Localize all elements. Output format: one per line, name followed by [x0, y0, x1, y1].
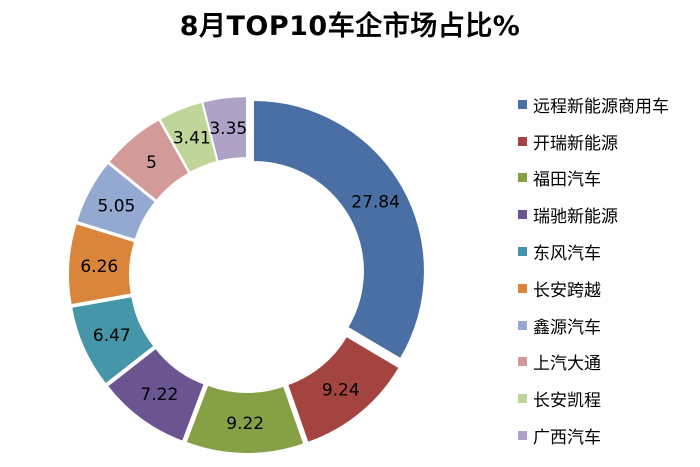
donut-slice — [69, 224, 134, 304]
legend-label: 长安跨越 — [533, 280, 601, 301]
legend-label: 东风汽车 — [533, 244, 601, 265]
slice-data-label: 9.22 — [226, 414, 264, 434]
legend-label: 远程新能源商用车 — [533, 96, 669, 117]
slice-data-label: 5 — [146, 153, 157, 173]
legend-item: 上汽大通 — [518, 344, 698, 381]
legend-item: 长安跨越 — [518, 270, 698, 307]
chart-legend: 远程新能源商用车 开瑞新能源福田汽车瑞驰新能源东风汽车长安跨越鑫源汽车上汽大通长安… — [518, 86, 698, 454]
slice-data-label: 3.35 — [209, 119, 247, 139]
donut-slice — [77, 164, 155, 239]
slice-data-label: 3.41 — [173, 129, 211, 149]
donut-slice — [108, 349, 204, 441]
legend-label: 上汽大通 — [533, 354, 601, 375]
legend-item: 鑫源汽车 — [518, 307, 698, 344]
legend-swatch — [518, 283, 527, 293]
legend-swatch — [518, 99, 527, 109]
donut-slice — [203, 97, 246, 161]
legend-swatch — [518, 173, 527, 183]
legend-swatch — [518, 394, 527, 404]
legend-label: 广西汽车 — [533, 428, 601, 449]
chart-title: 8月TOP10车企市场占比% — [179, 11, 521, 42]
legend-label: 鑫源汽车 — [533, 317, 601, 338]
legend-item: 广西汽车 — [518, 417, 698, 454]
legend-swatch — [518, 320, 527, 330]
legend-label: 福田汽车 — [533, 170, 601, 191]
slice-data-label: 27.84 — [351, 193, 400, 213]
slice-data-label: 6.47 — [93, 326, 131, 346]
donut-slice — [253, 101, 424, 358]
legend-item: 瑞驰新能源 — [518, 196, 698, 233]
donut-slice — [72, 297, 154, 383]
legend-swatch — [518, 431, 527, 441]
legend-label: 开瑞新能源 — [533, 133, 618, 154]
legend-label: 瑞驰新能源 — [533, 207, 618, 228]
donut-slice — [288, 337, 399, 442]
slice-data-label: 5.05 — [97, 196, 135, 216]
donut-slice — [186, 385, 304, 453]
donut-slice — [160, 103, 217, 172]
slice-data-label: 9.24 — [322, 381, 360, 401]
legend-swatch — [518, 247, 527, 257]
slice-data-label: 7.22 — [140, 385, 178, 405]
legend-item: 东风汽车 — [518, 233, 698, 270]
legend-item: 开瑞新能源 — [518, 123, 698, 160]
legend-swatch — [518, 210, 527, 220]
legend-item: 长安凯程 — [518, 380, 698, 417]
legend-item: 远程新能源商用车 — [518, 86, 698, 123]
legend-swatch — [518, 136, 527, 146]
legend-swatch — [518, 357, 527, 367]
legend-label: 长安凯程 — [533, 391, 601, 412]
legend-item: 福田汽车 — [518, 160, 698, 197]
donut-slice — [109, 120, 189, 200]
slice-data-label: 6.26 — [80, 257, 118, 277]
